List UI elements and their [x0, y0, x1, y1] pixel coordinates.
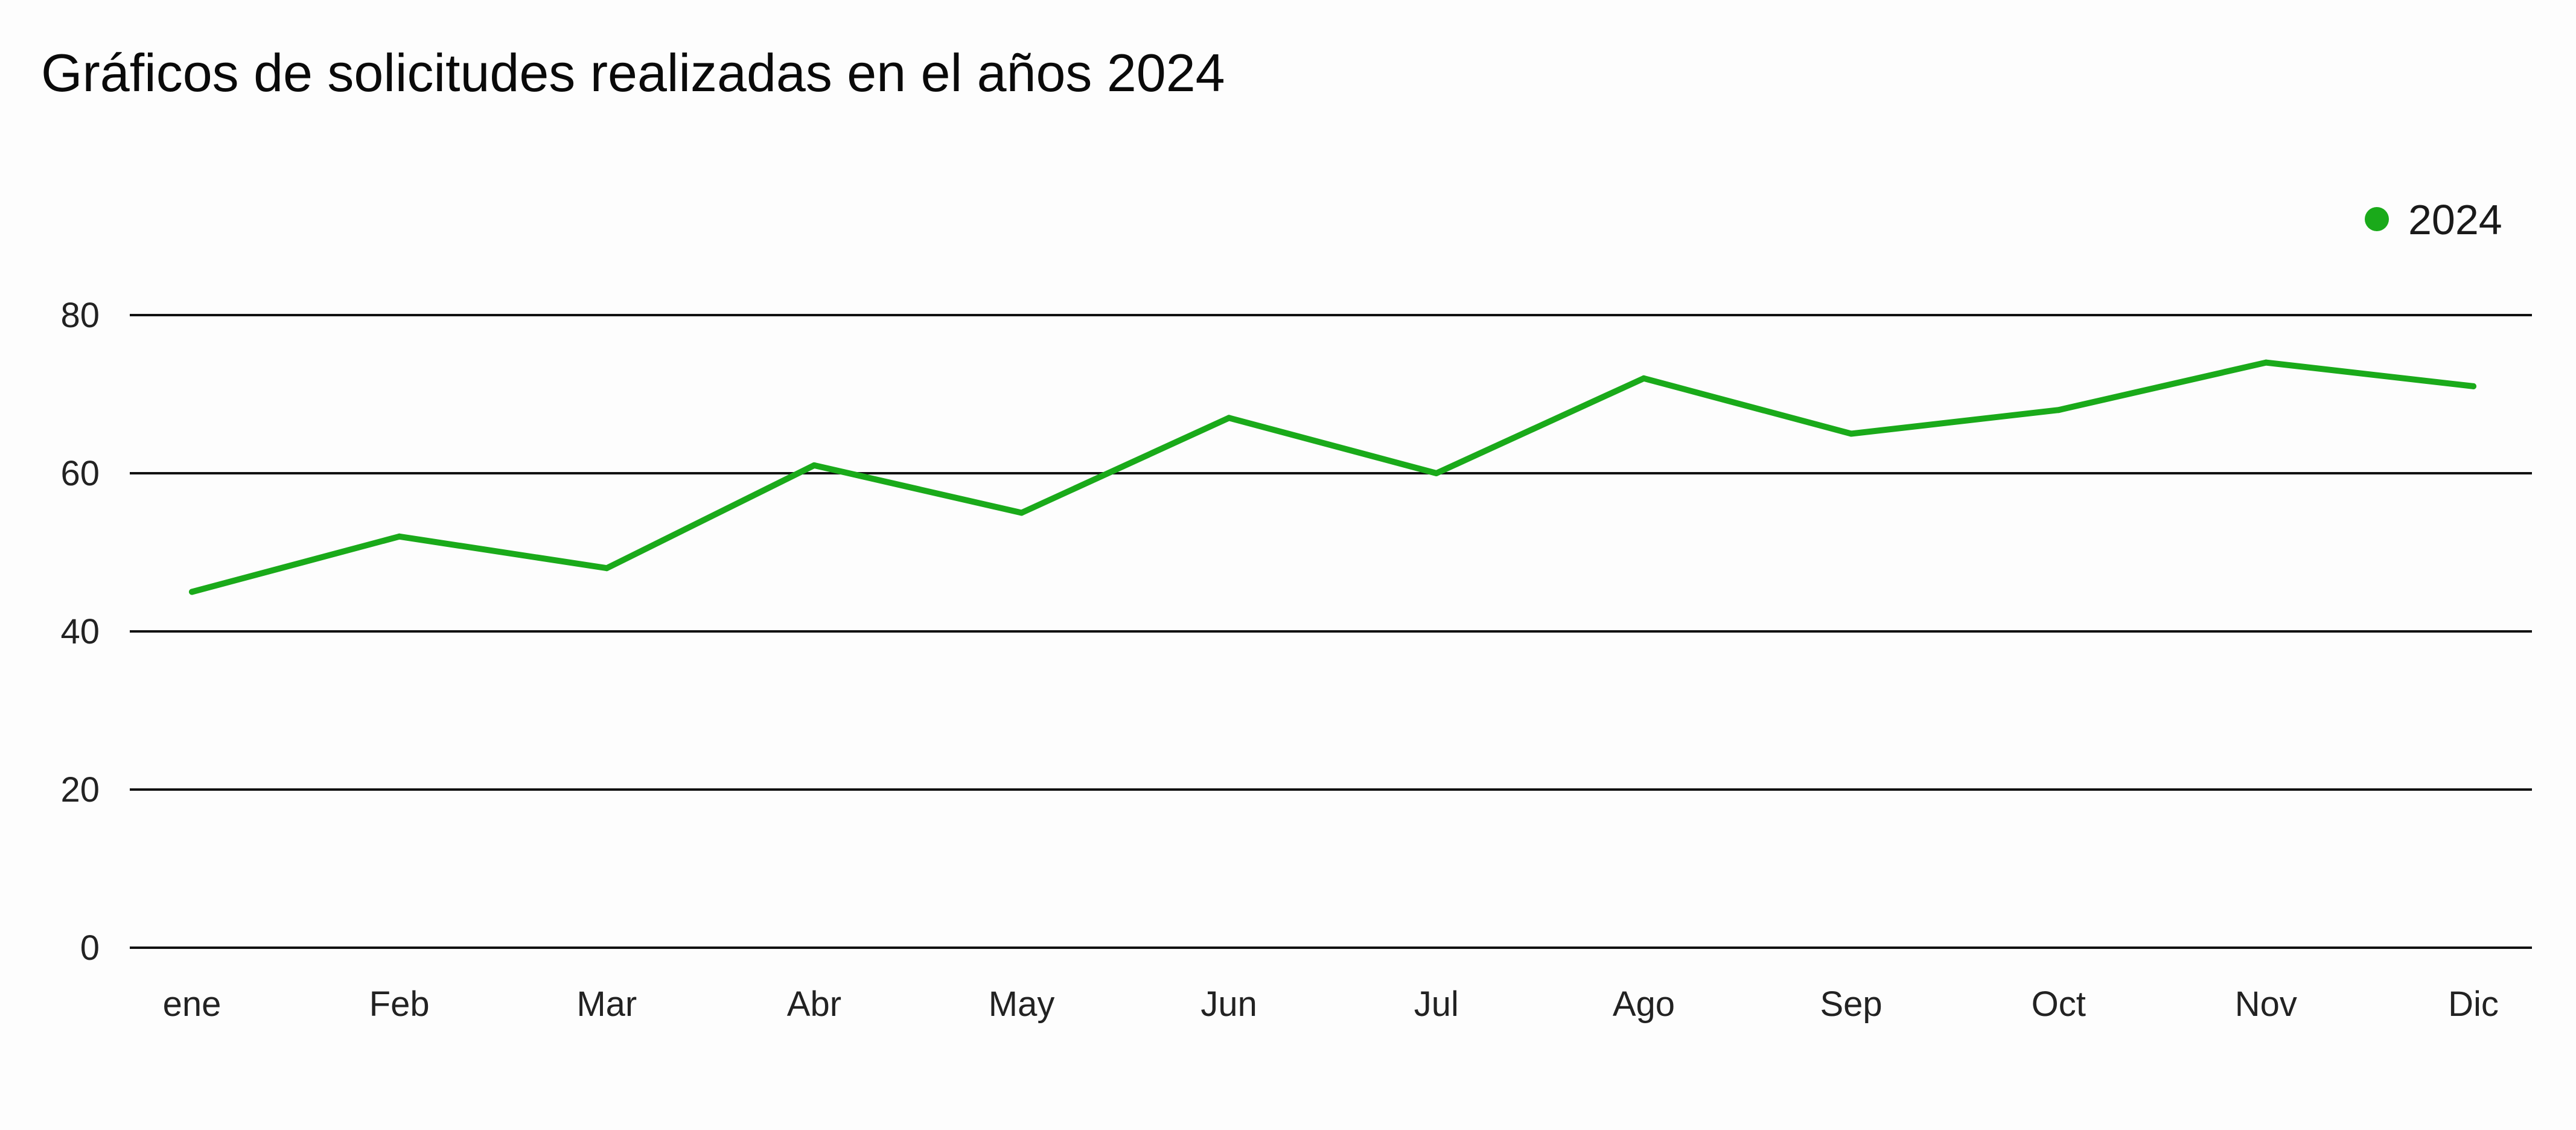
x-axis-ticks: ene Feb Mar Abr May Jun Jul Ago Sep Oct Nov Dic — [163, 985, 2499, 1024]
series-line[interactable] — [189, 359, 2476, 595]
series-layer — [189, 359, 2476, 595]
grid-lines — [130, 314, 2532, 949]
x-tick-label: Sep — [1820, 985, 1882, 1024]
data-point[interactable] — [604, 565, 610, 572]
legend-label[interactable]: 2024 — [2408, 196, 2502, 243]
y-axis-ticks: 0 20 40 60 80 — [60, 296, 100, 968]
x-tick-label: Jul — [1414, 985, 1459, 1024]
data-point[interactable] — [1640, 375, 1647, 381]
x-tick-label: Ago — [1613, 985, 1675, 1024]
x-tick-label: Mar — [576, 985, 637, 1024]
x-tick-label: Dic — [2448, 985, 2499, 1024]
legend-marker[interactable] — [2365, 207, 2389, 231]
chart-title: Gráficos de solicitudes realizadas en el… — [41, 43, 1225, 103]
y-tick-label: 20 — [60, 770, 100, 809]
x-tick-label: Oct — [2032, 985, 2086, 1024]
data-point[interactable] — [396, 533, 403, 540]
y-tick-label: 80 — [60, 296, 100, 335]
x-tick-label: Abr — [787, 985, 841, 1024]
data-point[interactable] — [2055, 407, 2062, 413]
legend[interactable]: 2024 — [2365, 196, 2502, 243]
data-point[interactable] — [2263, 359, 2269, 366]
data-point[interactable] — [189, 589, 195, 595]
data-point[interactable] — [811, 462, 817, 468]
x-tick-label: ene — [163, 985, 222, 1024]
x-tick-label: Feb — [369, 985, 430, 1024]
y-tick-label: 40 — [60, 612, 100, 651]
data-point[interactable] — [1848, 430, 1855, 437]
data-point[interactable] — [1433, 470, 1439, 476]
y-tick-label: 60 — [60, 454, 100, 493]
x-tick-label: Jun — [1200, 985, 1257, 1024]
data-point[interactable] — [1226, 415, 1232, 421]
x-tick-label: May — [989, 985, 1055, 1024]
x-tick-label: Nov — [2235, 985, 2297, 1024]
data-point[interactable] — [2470, 383, 2476, 389]
data-point[interactable] — [1018, 509, 1025, 516]
y-tick-label: 0 — [80, 928, 100, 968]
